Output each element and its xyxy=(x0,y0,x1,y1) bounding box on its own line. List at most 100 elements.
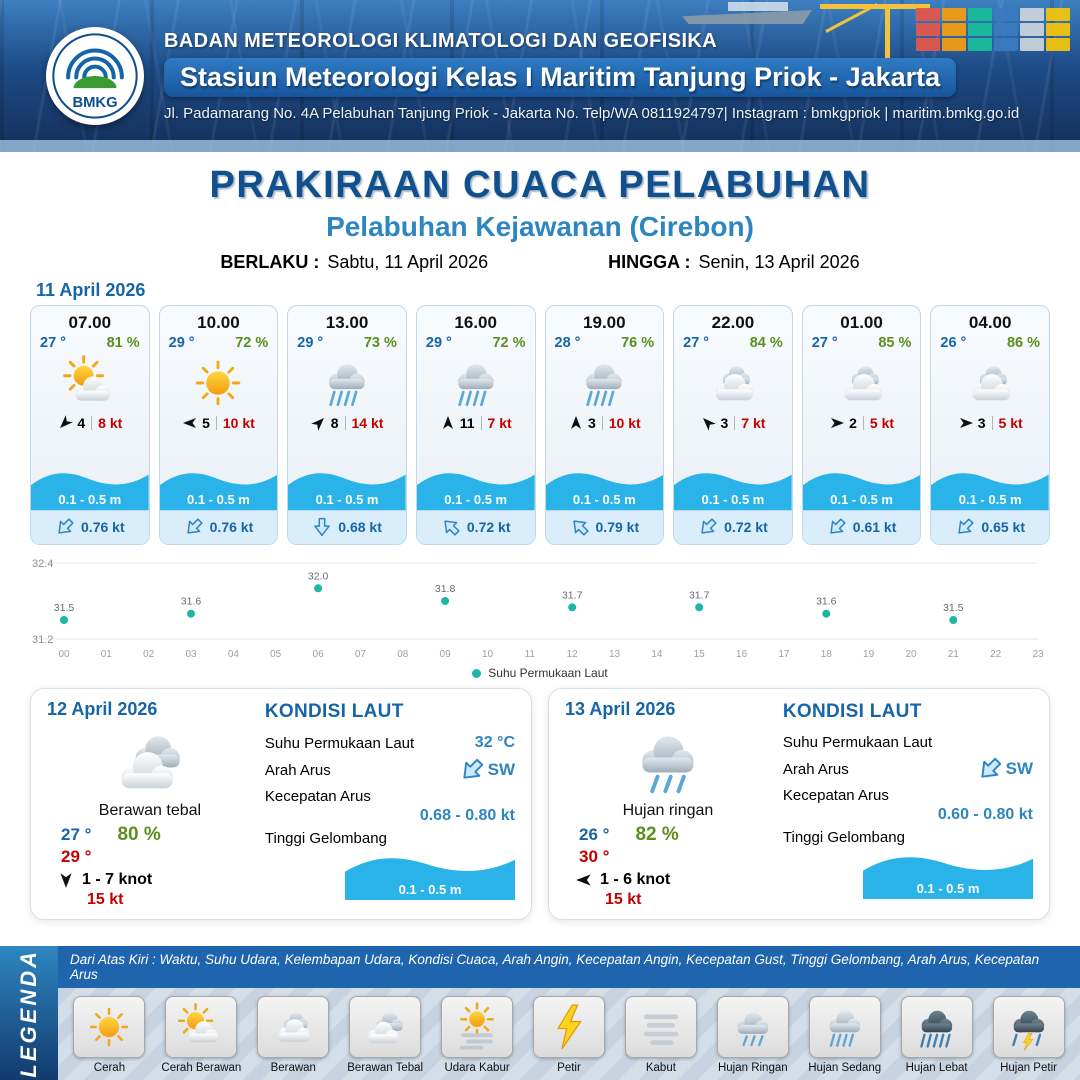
sst-label: Suhu Permukaan Laut xyxy=(782,734,933,751)
temp-humidity-row: 27 ° 84 % xyxy=(674,333,792,351)
daily-temp-max: 30 ° xyxy=(579,847,610,866)
temp-humidity-row: 29 ° 72 % xyxy=(417,333,535,351)
sst-legend-label: Suhu Permukaan Laut xyxy=(488,666,608,680)
current-speed: 0.76 kt xyxy=(81,519,125,535)
daily-date: 13 April 2026 xyxy=(565,699,676,719)
current-row: 0.68 kt xyxy=(288,510,406,544)
svg-text:22: 22 xyxy=(990,649,1002,660)
cerah-berawan-icon xyxy=(165,996,238,1058)
containers-illustration xyxy=(916,8,1070,51)
daily-wind-range: 1 - 6 knot xyxy=(600,871,671,888)
svg-text:32.4: 32.4 xyxy=(32,558,53,570)
svg-text:04: 04 xyxy=(228,649,240,660)
current-speed-row: Kecepatan Arus xyxy=(783,787,1033,804)
berawan-icon xyxy=(833,352,891,414)
current-speed-row: Kecepatan Arus xyxy=(265,788,515,805)
cerah-berawan-icon xyxy=(61,352,119,414)
wave-height: 0.1 - 0.5 m xyxy=(701,492,765,507)
svg-text:16: 16 xyxy=(736,649,748,660)
legend-note: Dari Atas Kiri : Waktu, Suhu Udara, Kele… xyxy=(58,946,1080,988)
daily-date: 12 April 2026 xyxy=(47,699,158,719)
current-speed-label: Kecepatan Arus xyxy=(782,787,889,804)
legend-title: LEGENDA xyxy=(16,948,41,1078)
daily-gust: 15 kt xyxy=(87,891,124,908)
station-name: Stasiun Meteorologi Kelas I Maritim Tanj… xyxy=(164,58,957,97)
daily-condition: Hujan ringan xyxy=(622,802,714,819)
svg-text:31.8: 31.8 xyxy=(435,583,456,595)
wind-row: 5 10 kt xyxy=(182,415,255,431)
wave-height: 0.1 - 0.5 m xyxy=(572,492,636,507)
svg-text:11: 11 xyxy=(525,649,536,660)
current-speed: 0.65 kt xyxy=(981,519,1025,535)
forecast-time: 22.00 xyxy=(711,313,755,332)
divider xyxy=(344,416,346,430)
legend-item: Cerah Berawan xyxy=(158,996,245,1075)
port-name: Pelabuhan Kejawanan (Cirebon) xyxy=(326,211,754,242)
svg-text:23: 23 xyxy=(1032,649,1044,660)
wave-height-band: 0.1 - 0.5 m xyxy=(31,466,149,510)
svg-text:31.5: 31.5 xyxy=(943,602,964,614)
forecast-time: 07.00 xyxy=(68,313,112,332)
wave-height-label: Tinggi Gelombang xyxy=(782,829,905,846)
wave-height-value: 0.1 - 0.5 m xyxy=(398,882,462,897)
svg-text:15: 15 xyxy=(694,649,706,660)
svg-text:20: 20 xyxy=(905,649,917,660)
daily-summary-row: 12 April 2026 Berawan tebal 27 ° 80 % 29 ° 1 … xyxy=(0,680,1080,920)
legend-item-label: Hujan Ringan xyxy=(717,1062,788,1074)
divider xyxy=(91,416,93,430)
svg-text:10: 10 xyxy=(482,649,494,660)
sst-legend-dot-icon xyxy=(472,668,482,678)
temp-humidity-row: 26 ° 86 % xyxy=(931,333,1049,351)
hujan-sedang-icon xyxy=(318,352,376,414)
svg-text:21: 21 xyxy=(948,649,960,660)
forecast-date: 11 April 2026 xyxy=(36,280,146,300)
current-row: 0.76 kt xyxy=(159,510,278,544)
current-direction-row: Arah Arus SW xyxy=(265,757,515,783)
current-direction-value: SW xyxy=(977,756,1033,782)
current-direction-arrow-icon xyxy=(441,517,461,537)
wind-direction-arrow-icon xyxy=(958,415,974,431)
air-temperature: 27 ° xyxy=(683,335,710,351)
wave-height-value: 0.1 - 0.5 m xyxy=(916,881,980,896)
wave-height: 0.1 - 0.5 m xyxy=(315,492,379,507)
wind-direction-arrow-icon xyxy=(829,415,845,431)
current-speed: 0.68 kt xyxy=(338,519,382,535)
temp-humidity-row: 27 ° 81 % xyxy=(31,333,149,351)
wave-height-band: 0.1 - 0.5 m xyxy=(159,466,278,510)
legend-item-label: Udara Kabur xyxy=(444,1062,510,1074)
wind-direction-arrow-icon xyxy=(57,415,74,431)
page-title: PRAKIRAAN CUACA PELABUHAN xyxy=(209,164,871,206)
legend-item-label: Berawan xyxy=(270,1062,316,1074)
daily-gust: 15 kt xyxy=(605,891,642,908)
daily-humidity: 80 % xyxy=(117,824,161,845)
svg-text:31.2: 31.2 xyxy=(32,634,53,646)
daily-wind-row: 1 - 6 knot xyxy=(565,871,771,889)
temp-humidity-row: 29 ° 73 % xyxy=(288,333,406,351)
header: BMKG BADAN METEOROLOGI KLIMATOLOGI DAN G… xyxy=(0,0,1080,152)
hourly-forecast-row: 07.00 27 ° 81 % 4 8 kt 0.1 - 0.5 m 0.76 kt 10.0… xyxy=(0,305,1080,545)
wave-height-graphic: 0.1 - 0.5 m xyxy=(345,850,515,900)
berlaku-value: Sabtu, 11 April 2026 xyxy=(327,252,489,272)
wind-speed: 2 xyxy=(849,415,857,431)
wave-height-row: Tinggi Gelombang xyxy=(783,829,1033,846)
gust-speed: 5 kt xyxy=(869,415,895,431)
legend-item: Hujan Ringan xyxy=(709,996,796,1075)
temp-humidity-row: 29 ° 72 % xyxy=(160,333,278,351)
current-row: 0.61 kt xyxy=(802,510,921,544)
berlaku-label: BERLAKU : xyxy=(220,252,320,272)
current-direction-text: SW xyxy=(487,760,515,779)
current-speed: 0.61 kt xyxy=(852,519,897,535)
svg-text:05: 05 xyxy=(270,649,282,660)
legend-item-label: Hujan Petir xyxy=(1000,1062,1057,1074)
wind-direction-arrow-icon xyxy=(57,871,75,889)
temp-humidity-row: 27 ° 85 % xyxy=(803,333,921,351)
sst-label: Suhu Permukaan Laut xyxy=(264,734,415,752)
legend-item: Hujan Lebat xyxy=(893,996,980,1075)
current-row: 0.79 kt xyxy=(545,510,664,544)
current-direction-arrow-icon xyxy=(459,757,485,783)
svg-text:13: 13 xyxy=(609,649,621,660)
svg-text:18: 18 xyxy=(821,649,833,660)
legend-item: Kabut xyxy=(617,996,704,1075)
current-direction-text: SW xyxy=(1005,759,1033,778)
gust-speed: 5 kt xyxy=(998,415,1023,431)
